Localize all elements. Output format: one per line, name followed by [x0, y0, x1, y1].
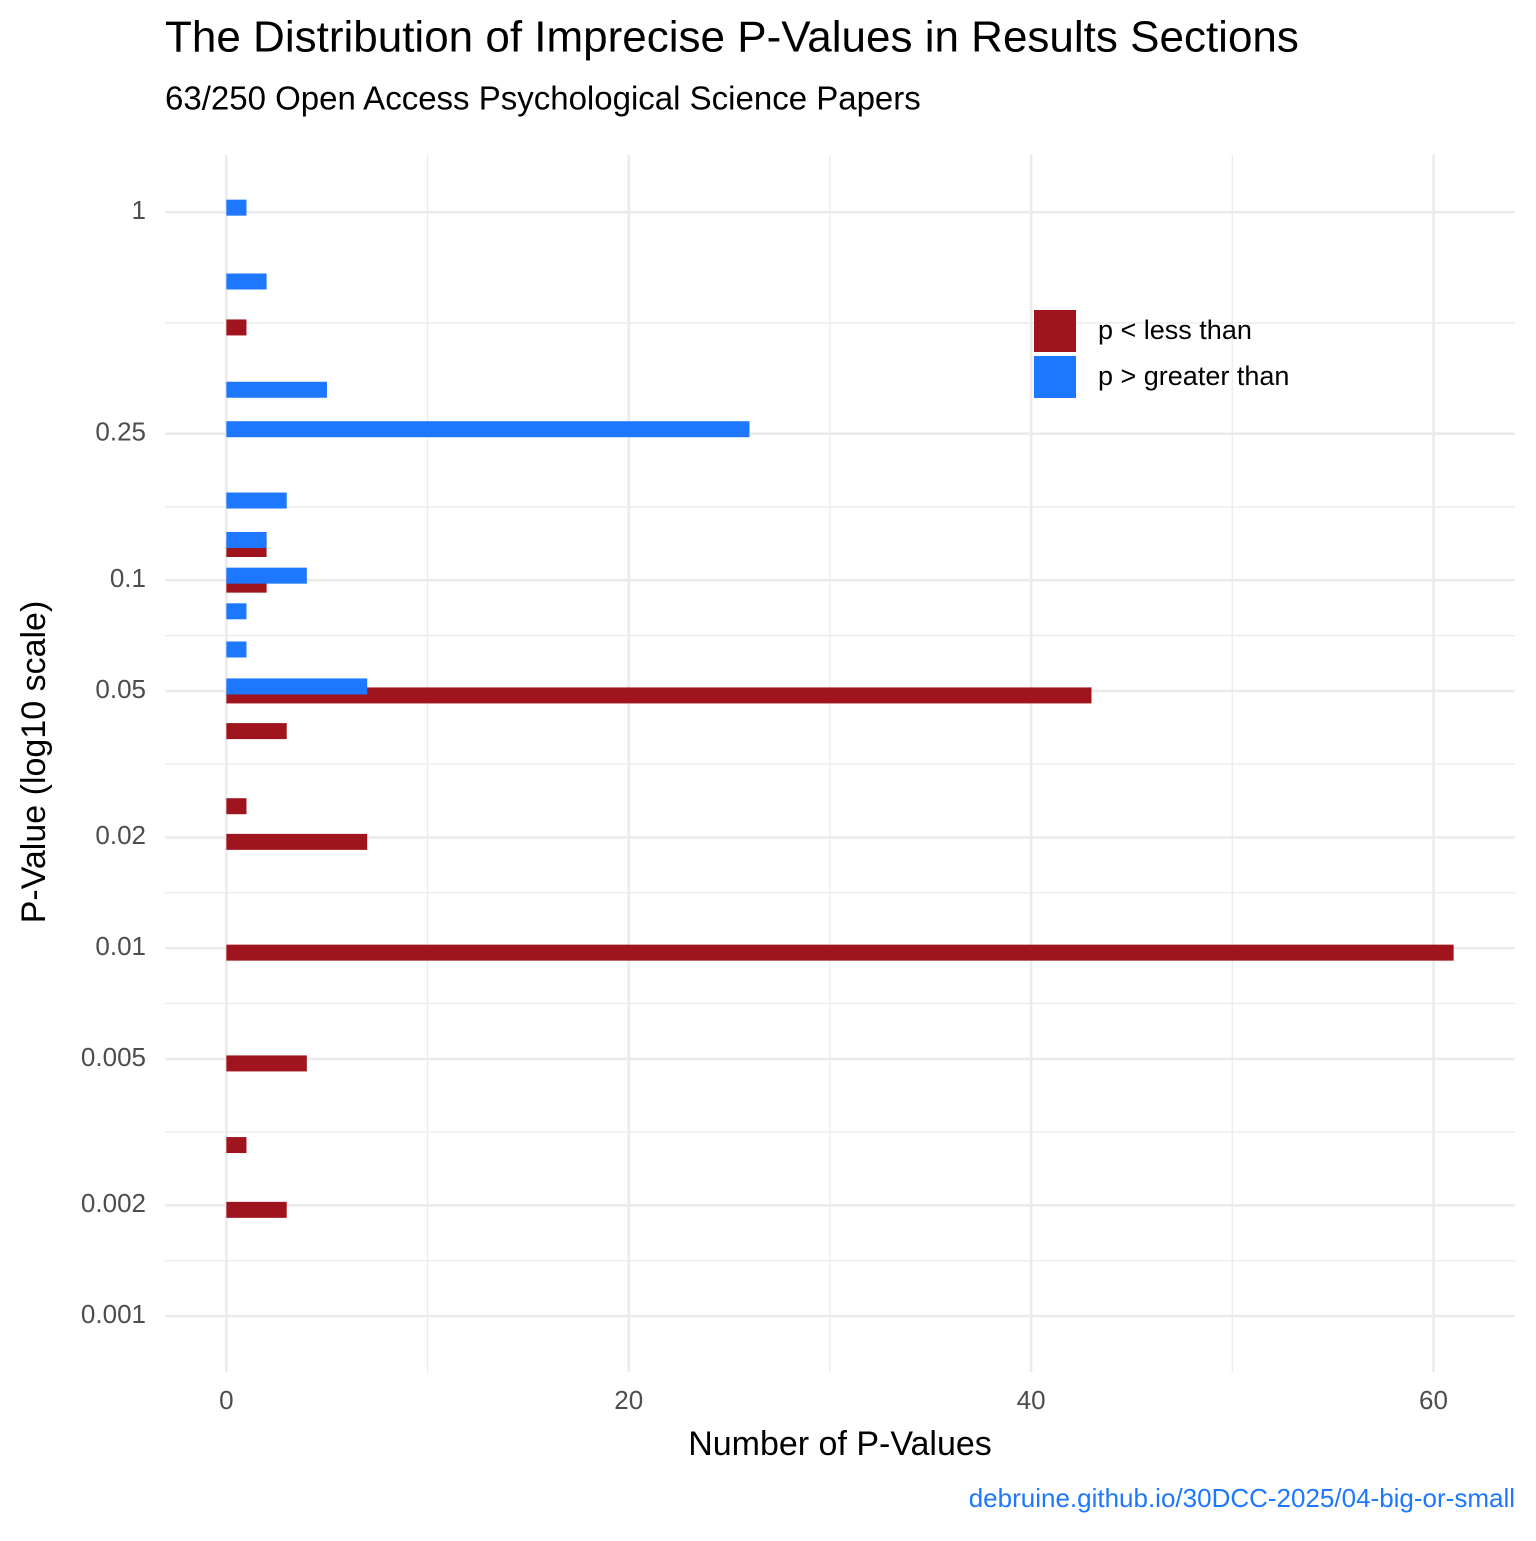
bar: [226, 833, 368, 850]
bar: [226, 687, 1092, 704]
bar: [226, 319, 247, 336]
bar: [226, 492, 287, 509]
legend-key: [1034, 310, 1076, 352]
chart-title: The Distribution of Imprecise P-Values i…: [165, 13, 1299, 62]
bar: [226, 678, 368, 695]
x-tick-label: 0: [219, 1385, 233, 1415]
legend-key: [1034, 356, 1076, 398]
y-tick-label: 0.02: [95, 820, 146, 850]
bar: [226, 723, 287, 740]
y-tick-label: 0.25: [95, 417, 146, 447]
chart-subtitle: 63/250 Open Access Psychological Science…: [165, 80, 921, 117]
bar: [226, 944, 1454, 961]
bar: [226, 603, 247, 620]
y-tick-label: 1: [132, 195, 146, 225]
bar: [226, 1055, 307, 1072]
legend-label: p > greater than: [1098, 361, 1289, 391]
y-tick-label: 0.05: [95, 674, 146, 704]
bar: [226, 199, 247, 216]
x-tick-label: 40: [1017, 1385, 1046, 1415]
y-tick-label: 0.01: [95, 931, 146, 961]
y-tick-label: 0.001: [81, 1299, 146, 1329]
x-tick-label: 60: [1419, 1385, 1448, 1415]
bar: [226, 381, 327, 398]
caption: debruine.github.io/30DCC-2025/04-big-or-…: [969, 1483, 1515, 1513]
y-tick-label: 0.005: [81, 1042, 146, 1072]
bar: [226, 641, 247, 658]
y-tick-label: 0.002: [81, 1188, 146, 1218]
legend-label: p < less than: [1098, 315, 1252, 345]
bar: [226, 798, 247, 815]
bar: [226, 567, 307, 584]
y-axis-title: P-Value (log10 scale): [15, 601, 53, 924]
bar: [226, 1137, 247, 1154]
x-tick-label: 20: [614, 1385, 643, 1415]
bar: [226, 531, 267, 548]
bar: [226, 421, 750, 438]
bar: [226, 1201, 287, 1218]
bar: [226, 273, 267, 290]
y-tick-label: 0.1: [110, 563, 146, 593]
x-axis-title: Number of P-Values: [688, 1425, 992, 1463]
